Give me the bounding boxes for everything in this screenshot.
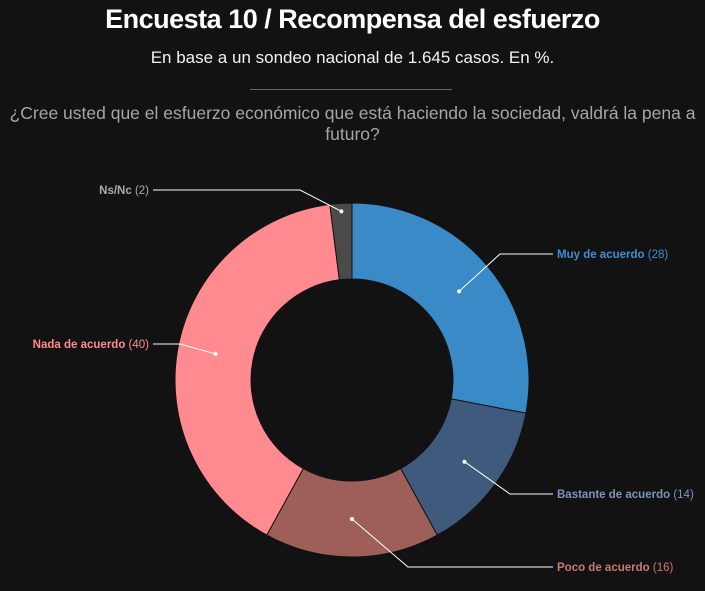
slice-label-name: Nada de acuerdo <box>33 339 129 351</box>
leader-line <box>351 518 553 568</box>
chart-subtitle: En base a un sondeo nacional de 1.645 ca… <box>150 48 555 67</box>
slice-label: Bastante de acuerdo (14) <box>557 489 694 501</box>
leader-line <box>464 461 553 495</box>
slice-muy-de-acuerdo[interactable] <box>351 202 530 414</box>
survey-question: ¿Cree usted que el esfuerzo económico qu… <box>9 103 696 144</box>
slice-label: Nada de acuerdo (40) <box>33 339 149 351</box>
slice-label-value: (40) <box>129 339 150 351</box>
leader-line <box>458 253 553 292</box>
leader-dot <box>462 459 467 464</box>
divider <box>250 89 452 90</box>
leader-dot <box>350 517 354 521</box>
slice-nada-de-acuerdo[interactable] <box>174 203 340 536</box>
slice-label-value: (28) <box>648 249 669 261</box>
slice-label: Poco de acuerdo (16) <box>557 562 673 574</box>
slice-label: Muy de acuerdo (28) <box>557 249 668 261</box>
slice-label-name: Bastante de acuerdo <box>557 489 673 501</box>
slice-label-name: Poco de acuerdo <box>557 562 653 574</box>
slice-label-name: Muy de acuerdo <box>557 249 648 261</box>
chart-title: Encuesta 10 / Recompensa del esfuerzo <box>105 4 600 34</box>
slice-label-value: (16) <box>653 562 674 574</box>
leader-dot <box>339 209 344 214</box>
slice-label-value: (14) <box>673 489 694 501</box>
leader-dot <box>457 289 462 294</box>
leader-line <box>153 189 342 212</box>
leader-dot <box>213 351 218 356</box>
slice-ns-nc[interactable] <box>329 202 353 281</box>
leader-line <box>153 343 216 355</box>
slice-label-name: Ns/Nc <box>99 185 135 197</box>
slice-label: Ns/Nc (2) <box>99 185 149 197</box>
slice-label-value: (2) <box>135 185 149 197</box>
